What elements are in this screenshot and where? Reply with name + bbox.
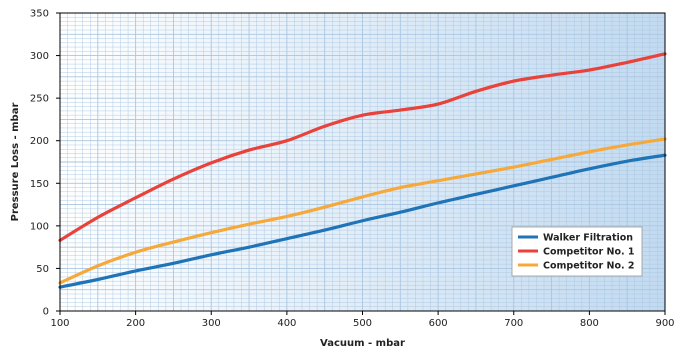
series-line-competitor-2 [58, 137, 667, 285]
y-tick-label: 350 [30, 9, 49, 20]
legend-label-walker: Walker Filtration [543, 233, 633, 244]
y-tick-label: 150 [30, 179, 49, 190]
x-tick-label: 700 [504, 318, 523, 329]
y-tick-label: 250 [30, 94, 49, 105]
legend: Walker Filtration Competitor No. 1 Compe… [511, 226, 643, 277]
legend-label-competitor-1: Competitor No. 1 [543, 247, 635, 258]
x-axis-ticks: 100 200 300 400 500 600 700 800 900 [50, 311, 675, 329]
series-lines [58, 52, 667, 289]
x-tick-label: 200 [126, 318, 145, 329]
x-tick-label: 800 [580, 318, 599, 329]
y-tick-label: 0 [43, 307, 49, 318]
x-tick-label: 100 [50, 318, 69, 329]
y-tick-label: 100 [30, 221, 49, 232]
y-axis-ticks: 0 50 100 150 200 250 300 350 [30, 9, 60, 318]
legend-label-competitor-2: Competitor No. 2 [543, 261, 635, 272]
y-axis-title: Pressure Loss - mbar [10, 103, 21, 222]
x-tick-label: 500 [353, 318, 372, 329]
series-line-competitor-1 [58, 52, 667, 242]
y-tick-label: 200 [30, 136, 49, 147]
x-tick-label: 300 [202, 318, 221, 329]
y-tick-label: 50 [36, 264, 49, 275]
series-line-walker [58, 153, 667, 289]
x-tick-label: 600 [429, 318, 448, 329]
x-tick-label: 900 [655, 318, 674, 329]
x-axis-title: Vacuum - mbar [320, 338, 405, 349]
y-tick-label: 300 [30, 51, 49, 62]
x-tick-label: 400 [277, 318, 296, 329]
